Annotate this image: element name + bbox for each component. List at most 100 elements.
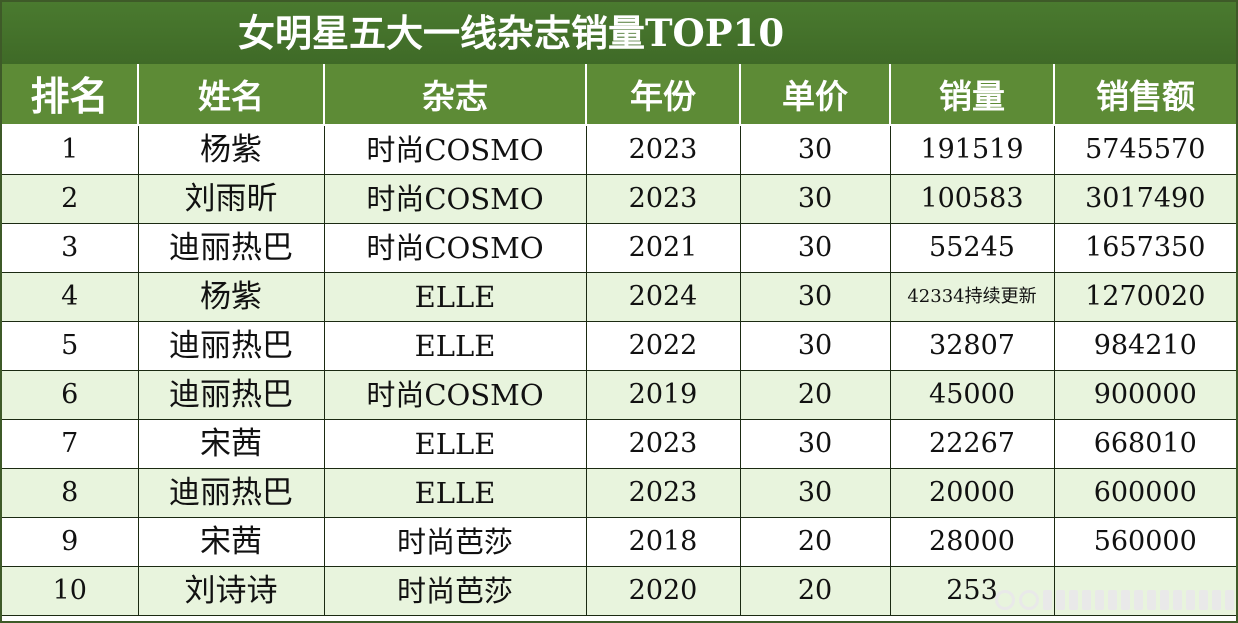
year-cell: 2019 (586, 370, 741, 420)
price-cell: 30 (740, 272, 891, 322)
rank-cell: 9 (2, 517, 139, 567)
rank-cell: 10 (2, 566, 139, 616)
magazine-cell: 时尚COSMO (324, 174, 587, 224)
watermark-bar-icon (1069, 590, 1078, 610)
name-cell: 刘雨昕 (138, 174, 325, 224)
rank-cell: 5 (2, 321, 139, 371)
name-cell: 迪丽热巴 (138, 370, 325, 420)
header-name: 姓名 (138, 64, 325, 126)
header-row: 排名 姓名 杂志 年份 单价 销量 销售额 (2, 64, 1236, 126)
sales-cell: 20000 (890, 468, 1055, 518)
year-cell: 2022 (586, 321, 741, 371)
table-row: 6 迪丽热巴 时尚COSMO 2019 20 45000 900000 (2, 370, 1236, 420)
sales-cell: 22267 (890, 419, 1055, 469)
price-cell: 20 (740, 566, 891, 616)
price-cell: 20 (740, 517, 891, 567)
revenue-cell: 560000 (1054, 517, 1236, 567)
watermark-bar-icon (1108, 590, 1117, 610)
table-row: 2 刘雨昕 时尚COSMO 2023 30 100583 3017490 (2, 174, 1236, 224)
magazine-cell: 时尚芭莎 (324, 517, 587, 567)
year-cell: 2024 (586, 272, 741, 322)
header-sales: 销量 (890, 64, 1055, 126)
table-row: 8 迪丽热巴 ELLE 2023 30 20000 600000 (2, 468, 1236, 518)
magazine-cell: ELLE (324, 468, 587, 518)
price-cell: 30 (740, 321, 891, 371)
price-cell: 30 (740, 223, 891, 273)
revenue-cell: 3017490 (1054, 174, 1236, 224)
revenue-cell: 600000 (1054, 468, 1236, 518)
name-cell: 杨紫 (138, 272, 325, 322)
table-row: 9 宋茜 时尚芭莎 2018 20 28000 560000 (2, 517, 1236, 567)
table-title: 女明星五大一线杂志销量TOP10 (2, 2, 1236, 64)
rank-cell: 8 (2, 468, 139, 518)
rank-cell: 3 (2, 223, 139, 273)
year-cell: 2021 (586, 223, 741, 273)
table-row: 1 杨紫 时尚COSMO 2023 30 191519 5745570 (2, 125, 1236, 175)
watermark-bar-icon (1212, 590, 1221, 610)
revenue-cell: 1270020 (1054, 272, 1236, 322)
watermark-bar-icon (1134, 590, 1143, 610)
sales-cell: 32807 (890, 321, 1055, 371)
name-cell: 宋茜 (138, 517, 325, 567)
revenue-cell: 984210 (1054, 321, 1236, 371)
table-row: 3 迪丽热巴 时尚COSMO 2021 30 55245 1657350 (2, 223, 1236, 273)
watermark-dot-icon (1019, 590, 1039, 610)
revenue-cell: 668010 (1054, 419, 1236, 469)
header-rank: 排名 (2, 64, 139, 126)
name-cell: 迪丽热巴 (138, 321, 325, 371)
rank-cell: 4 (2, 272, 139, 322)
year-cell: 2018 (586, 517, 741, 567)
revenue-cell: 1657350 (1054, 223, 1236, 273)
name-cell: 宋茜 (138, 419, 325, 469)
sales-cell: 100583 (890, 174, 1055, 224)
sales-cell: 45000 (890, 370, 1055, 420)
watermark-bar-icon (1056, 590, 1065, 610)
rank-cell: 1 (2, 125, 139, 175)
header-price: 单价 (740, 64, 891, 126)
price-cell: 20 (740, 370, 891, 420)
name-cell: 迪丽热巴 (138, 468, 325, 518)
header-revenue: 销售额 (1054, 64, 1236, 126)
sales-cell: 191519 (890, 125, 1055, 175)
watermark-dot-icon (995, 590, 1015, 610)
rank-cell: 7 (2, 419, 139, 469)
name-cell: 迪丽热巴 (138, 223, 325, 273)
watermark-bar-icon (1147, 590, 1156, 610)
magazine-cell: ELLE (324, 321, 587, 371)
name-cell: 刘诗诗 (138, 566, 325, 616)
watermark-bar-icon (1225, 590, 1234, 610)
header-year: 年份 (586, 64, 741, 126)
name-cell: 杨紫 (138, 125, 325, 175)
revenue-cell: 5745570 (1054, 125, 1236, 175)
rank-cell: 2 (2, 174, 139, 224)
revenue-cell: 900000 (1054, 370, 1236, 420)
magazine-cell: 时尚芭莎 (324, 566, 587, 616)
watermark-bar-icon (1095, 590, 1104, 610)
table-row: 5 迪丽热巴 ELLE 2022 30 32807 984210 (2, 321, 1236, 371)
table-row: 7 宋茜 ELLE 2023 30 22267 668010 (2, 419, 1236, 469)
magazine-cell: 时尚COSMO (324, 223, 587, 273)
watermark-bar-icon (1043, 590, 1052, 610)
year-cell: 2023 (586, 125, 741, 175)
year-cell: 2023 (586, 174, 741, 224)
table-row: 10 刘诗诗 时尚芭莎 2020 20 253 (2, 566, 1236, 616)
header-magazine: 杂志 (324, 64, 587, 126)
watermark-bar-icon (1186, 590, 1195, 610)
price-cell: 30 (740, 468, 891, 518)
year-cell: 2023 (586, 468, 741, 518)
watermark-bar-icon (1121, 590, 1130, 610)
sales-cell: 55245 (890, 223, 1055, 273)
watermark-logo (995, 588, 1234, 612)
year-cell: 2020 (586, 566, 741, 616)
year-cell: 2023 (586, 419, 741, 469)
rank-cell: 6 (2, 370, 139, 420)
magazine-cell: ELLE (324, 272, 587, 322)
sales-table: 排名 姓名 杂志 年份 单价 销量 销售额 1 杨紫 时尚COSMO 2023 … (2, 64, 1236, 616)
watermark-bar-icon (1082, 590, 1091, 610)
sales-cell: 28000 (890, 517, 1055, 567)
table-row: 4 杨紫 ELLE 2024 30 42334持续更新 1270020 (2, 272, 1236, 322)
watermark-bar-icon (1173, 590, 1182, 610)
sales-cell: 42334持续更新 (890, 272, 1055, 322)
magazine-cell: 时尚COSMO (324, 370, 587, 420)
